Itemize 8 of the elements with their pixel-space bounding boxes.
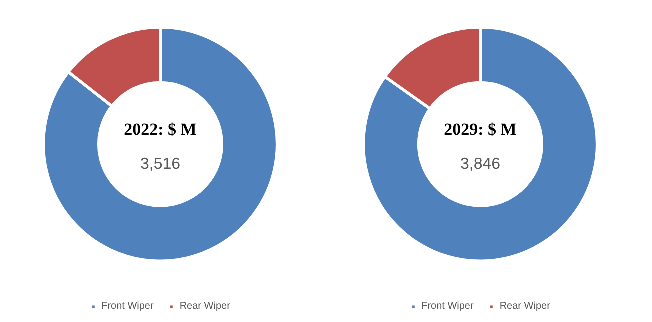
legend-label: Rear Wiper (180, 301, 230, 312)
legend-label: Front Wiper (422, 301, 474, 312)
text: 3,516 (140, 156, 181, 173)
legend-label: Front Wiper (102, 301, 154, 312)
text: 2022: $ M (124, 120, 197, 140)
text: 3,846 (460, 156, 501, 173)
text: 2029: $ M (444, 120, 517, 140)
legend-label: Rear Wiper (500, 301, 550, 312)
